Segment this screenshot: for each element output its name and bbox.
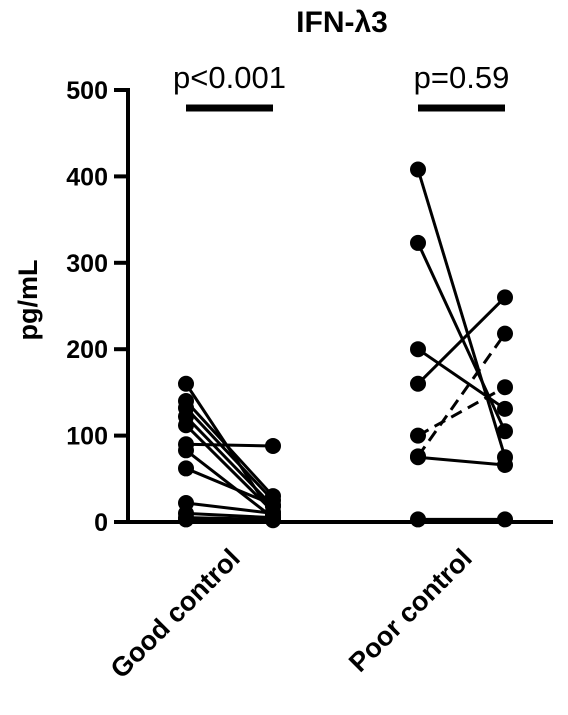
- data-point-after: [497, 325, 513, 342]
- pair-line: [417, 455, 506, 467]
- data-point-before: [410, 511, 426, 528]
- data-point-before: [410, 234, 426, 251]
- pair-line: [417, 385, 506, 437]
- y-tick-label: 200: [66, 336, 108, 364]
- data-point-before: [178, 417, 194, 434]
- y-axis-label: pg/mL: [13, 260, 43, 341]
- data-points: [178, 161, 513, 529]
- x-tick-label: Poor control: [343, 543, 478, 678]
- y-tick-label: 0: [94, 509, 108, 537]
- data-point-before: [178, 511, 194, 528]
- data-point-before: [410, 375, 426, 392]
- data-point-before: [410, 427, 426, 444]
- axes: 0 100 200 300 400 500: [66, 77, 553, 537]
- data-point-after: [497, 456, 513, 473]
- pair-line: [417, 347, 506, 411]
- data-point-after: [497, 400, 513, 417]
- pair-line: [185, 467, 274, 507]
- data-point-before: [178, 375, 194, 392]
- p-value-label: p=0.59: [414, 60, 510, 95]
- data-point-after: [265, 512, 281, 529]
- y-tick-label: 300: [66, 250, 108, 278]
- data-point-before: [178, 460, 194, 477]
- data-point-after: [497, 511, 513, 528]
- data-point-after: [497, 379, 513, 396]
- pair-line: [416, 169, 507, 458]
- data-point-before: [410, 449, 426, 466]
- pair-line: [185, 511, 274, 520]
- pair-line: [416, 332, 507, 458]
- pair-line: [185, 442, 274, 448]
- data-point-after: [497, 423, 513, 440]
- chart-title: IFN-λ3: [296, 6, 388, 39]
- pair-line: [416, 296, 507, 385]
- pair-lines: [184, 169, 507, 522]
- pair-line: [185, 449, 274, 519]
- y-tick-label: 100: [66, 423, 108, 451]
- pair-line: [185, 501, 274, 515]
- data-point-before: [410, 161, 426, 178]
- data-point-after: [497, 289, 513, 306]
- y-tick-label: 400: [66, 163, 108, 191]
- pair-line: [184, 406, 275, 502]
- pair-line: [184, 400, 275, 498]
- y-tick-label: 500: [66, 77, 108, 105]
- p-value-label: p<0.001: [173, 60, 286, 95]
- pair-line: [185, 517, 274, 522]
- pair-line: [184, 415, 275, 508]
- data-point-after: [265, 437, 281, 454]
- x-tick-label: Good control: [105, 543, 246, 684]
- group-labels: p<0.001 Good control p=0.59 Poor control: [105, 60, 510, 684]
- pair-line: [416, 242, 507, 432]
- data-point-before: [410, 341, 426, 358]
- data-point-before: [178, 442, 194, 459]
